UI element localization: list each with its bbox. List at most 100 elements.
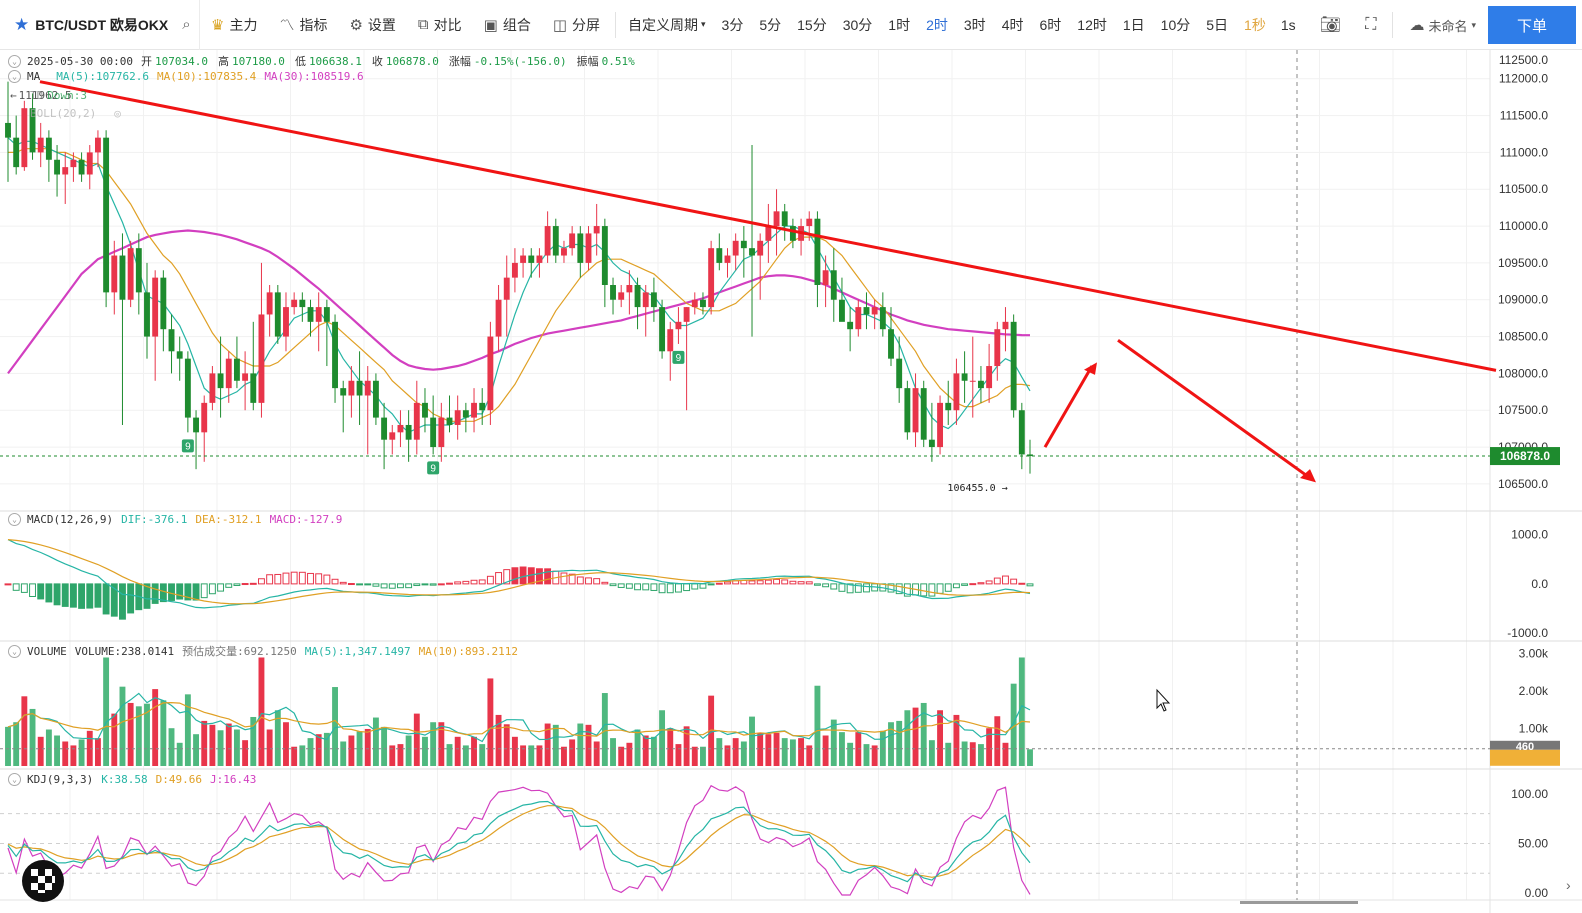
kdj-k: K:38.58: [101, 773, 148, 786]
period-6[interactable]: 3时: [963, 16, 986, 33]
candle: [896, 336, 903, 403]
candle: [225, 351, 232, 403]
macd-hist: MACD:-127.9: [269, 513, 343, 526]
settings-button[interactable]: ⚙ 设置: [338, 0, 406, 50]
macd-histogram-bar: [756, 580, 764, 585]
period-10[interactable]: 1日: [1122, 16, 1145, 33]
compare-button[interactable]: ⧉ 对比: [407, 0, 473, 50]
period-8[interactable]: 6时: [1039, 16, 1062, 33]
volume-tick: 2.00k: [1519, 684, 1549, 698]
macd-histogram-bar: [388, 583, 396, 589]
candle-body: [127, 248, 134, 300]
chart-area[interactable]: 9 9 9 112000.0 111500.0 111000.0 110500.0 1100…: [0, 50, 1582, 913]
macd-histogram-bar: [397, 583, 404, 589]
candle: [961, 351, 968, 403]
candle-body: [986, 366, 993, 389]
collapse-icon[interactable]: ⌄: [8, 773, 21, 786]
macd-histogram-bar: [421, 583, 429, 586]
down-arrow: [1117, 339, 1309, 478]
period-1[interactable]: 5分: [759, 16, 782, 33]
interval-label[interactable]: 1s: [1280, 17, 1296, 33]
candle-body: [307, 307, 314, 322]
candle-body: [397, 424, 404, 433]
volume-bar: [716, 738, 723, 766]
candle-body: [577, 233, 584, 263]
macd-histogram-bar: [576, 576, 584, 585]
candle: [822, 255, 829, 308]
period-11[interactable]: 10分: [1160, 16, 1191, 33]
macd-histogram-bar: [413, 583, 421, 587]
indicator-icon: 〽: [279, 17, 295, 34]
volume-bar: [863, 744, 870, 766]
split-screen-button[interactable]: ◫ 分屏: [542, 0, 611, 50]
camera-icon[interactable]: 📷︎: [1319, 15, 1342, 34]
candle: [863, 292, 870, 330]
search-icon[interactable]: ⌕: [182, 16, 191, 33]
volume-bar: [462, 745, 469, 766]
period-12[interactable]: 5日: [1206, 16, 1229, 33]
boll-title: BOLL(20,2): [30, 107, 97, 120]
collapse-icon[interactable]: ⌄: [8, 644, 21, 658]
volume-bar: [307, 738, 314, 766]
main-force-button[interactable]: ♛ 主力: [200, 0, 268, 50]
macd-histogram-bar: [200, 583, 208, 599]
candle: [340, 380, 347, 433]
volume-bar: [381, 726, 388, 766]
candle: [593, 203, 600, 256]
place-order-button[interactable]: 下单: [1488, 6, 1576, 44]
collapse-icon[interactable]: ⌄: [8, 70, 21, 83]
macd-histogram-bar: [699, 583, 707, 589]
fullscreen-icon[interactable]: ⛶: [1365, 16, 1377, 33]
candle: [29, 93, 36, 160]
volume-bar: [520, 745, 527, 766]
candle-body: [1010, 321, 1017, 411]
custom-period-dropdown[interactable]: 自定义周期 ▾: [620, 0, 714, 50]
collapse-icon[interactable]: ⌄: [8, 54, 21, 68]
candle-body: [54, 159, 60, 175]
combo-icon: ▣: [483, 16, 498, 34]
period-2[interactable]: 15分: [797, 16, 827, 33]
symbol-selector[interactable]: ★ BTC/USDT 欧易OKX ⌕: [0, 0, 200, 50]
combo-button[interactable]: ▣ 组合: [473, 0, 542, 50]
up-arrow-head: [1084, 362, 1097, 375]
macd-histogram-bar: [29, 583, 36, 598]
indicator-button[interactable]: 〽 指标: [268, 0, 338, 50]
down-arrow-head: [1300, 469, 1316, 483]
period-4[interactable]: 1时: [888, 16, 911, 33]
chart-svg[interactable]: 9 9 9 112000.0 111500.0 111000.0 110500.0 1100…: [0, 50, 1582, 913]
candle: [618, 285, 625, 308]
candle-body: [299, 299, 306, 308]
volume-ma10: MA(10):893.2112: [418, 644, 519, 658]
period-9[interactable]: 12时: [1077, 16, 1107, 33]
volume-bar: [430, 722, 437, 766]
candle: [642, 285, 649, 337]
macd-histogram-bar: [830, 583, 838, 590]
macd-histogram-bar: [764, 579, 772, 585]
okx-logo[interactable]: [22, 860, 64, 902]
period-3[interactable]: 30分: [842, 16, 873, 33]
macd-dif-line: [7, 539, 1031, 609]
candle-body: [536, 255, 543, 263]
candle: [969, 336, 976, 418]
macd-histogram-bar: [683, 583, 691, 592]
volume-bar: [536, 745, 543, 766]
candle-body: [503, 277, 510, 300]
candle-body: [552, 226, 559, 256]
period-13[interactable]: 1秒: [1244, 16, 1266, 33]
eye-off-icon[interactable]: ◎: [114, 107, 121, 120]
candle-body: [978, 380, 984, 389]
period-5[interactable]: 2时: [926, 16, 948, 33]
candle: [798, 218, 805, 256]
macd-histogram-bar: [674, 583, 682, 593]
period-0[interactable]: 3分: [721, 16, 744, 33]
star-icon[interactable]: ★: [14, 14, 30, 34]
layout-save-dropdown[interactable]: ☁ 未命名 ▾: [1397, 16, 1488, 35]
macd-histogram-bar: [944, 583, 952, 592]
candle-body: [160, 277, 167, 330]
candle-body: [716, 248, 723, 263]
candle: [356, 351, 363, 425]
volume-bar: [495, 714, 502, 766]
collapse-icon[interactable]: ⌄: [8, 513, 21, 526]
ma30-line: [7, 229, 1031, 375]
period-7[interactable]: 4时: [1001, 16, 1024, 33]
